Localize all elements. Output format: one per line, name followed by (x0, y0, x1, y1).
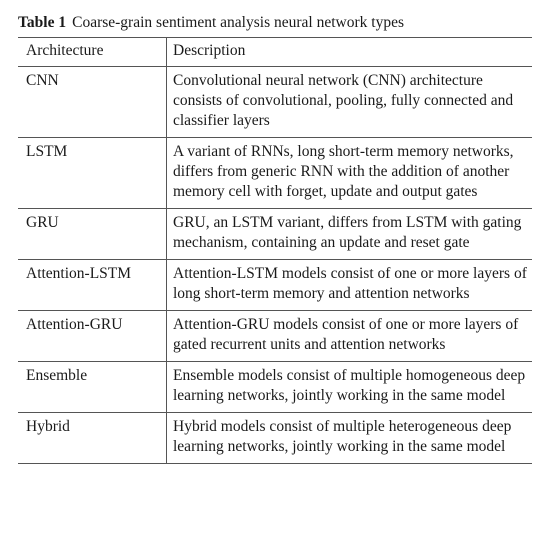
architecture-cell: Hybrid (18, 412, 167, 464)
architecture-cell: Ensemble (18, 361, 167, 413)
description-cell: Ensemble models consist of multiple homo… (166, 361, 532, 413)
table-row: Ensemble Ensemble models consist of mult… (18, 361, 532, 413)
table-row: GRU GRU, an LSTM variant, differs from L… (18, 208, 532, 260)
table-header-row: Architecture Description (18, 37, 532, 67)
column-header-architecture: Architecture (18, 37, 167, 67)
table-row: LSTM A variant of RNNs, long short-term … (18, 137, 532, 209)
architecture-cell: Attention-LSTM (18, 259, 167, 311)
table-body: CNN Convolutional neural network (CNN) a… (18, 66, 532, 464)
table-caption-label: Table 1 (18, 14, 67, 31)
architecture-cell: Attention-GRU (18, 310, 167, 362)
description-cell: Convolutional neural network (CNN) archi… (166, 66, 532, 138)
architecture-cell: GRU (18, 208, 167, 260)
table-row: CNN Convolutional neural network (CNN) a… (18, 66, 532, 138)
table-row: Attention-LSTM Attention-LSTM models con… (18, 259, 532, 311)
description-cell: Attention-LSTM models consist of one or … (166, 259, 532, 311)
table-caption: Table 1 Coarse-grain sentiment analysis n… (18, 14, 404, 32)
architecture-cell: LSTM (18, 137, 167, 209)
column-header-description: Description (166, 37, 532, 67)
architecture-table: Architecture Description CNN Convolution… (18, 37, 532, 464)
table-row: Attention-GRU Attention-GRU models consi… (18, 310, 532, 362)
table-caption-title: Coarse-grain sentiment analysis neural n… (72, 14, 404, 31)
description-cell: A variant of RNNs, long short-term memor… (166, 137, 532, 209)
table-row: Hybrid Hybrid models consist of multiple… (18, 412, 532, 464)
table-header: Architecture Description (18, 37, 532, 67)
architecture-cell: CNN (18, 66, 167, 138)
description-cell: Attention-GRU models consist of one or m… (166, 310, 532, 362)
description-cell: GRU, an LSTM variant, differs from LSTM … (166, 208, 532, 260)
description-cell: Hybrid models consist of multiple hetero… (166, 412, 532, 464)
